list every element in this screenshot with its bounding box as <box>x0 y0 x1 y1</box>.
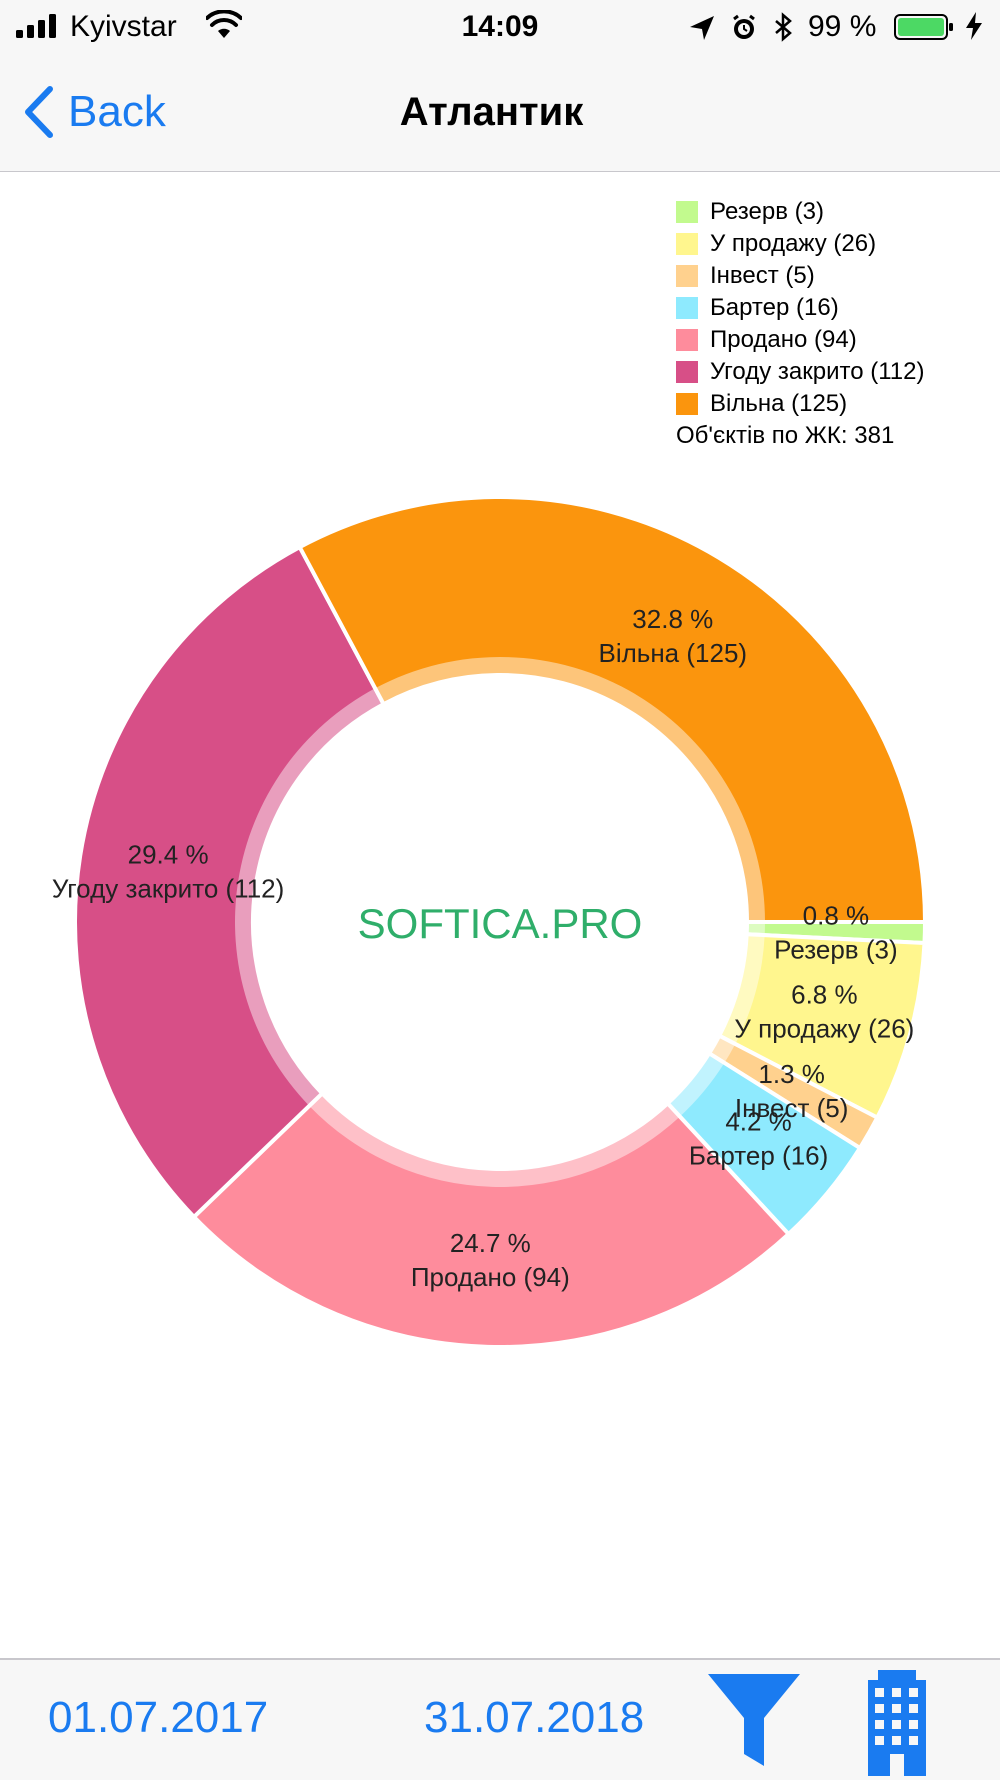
legend-swatch <box>676 201 698 223</box>
legend-swatch <box>676 297 698 319</box>
charging-icon <box>966 12 982 40</box>
legend-swatch <box>676 265 698 287</box>
slice-percent-label: 1.3 % <box>758 1059 825 1089</box>
legend-swatch <box>676 393 698 415</box>
legend-label: Резерв (3) <box>710 198 824 225</box>
date-to-button[interactable]: 31.07.2018 <box>424 1693 645 1742</box>
pie-slice-inner-ring <box>717 934 765 1044</box>
legend-item: Резерв (3) <box>676 196 924 228</box>
pie-slice[interactable] <box>297 495 928 924</box>
back-label: Back <box>68 87 166 136</box>
bluetooth-icon <box>775 12 792 42</box>
carrier-name: Kyivstar <box>70 10 177 43</box>
bottom-toolbar: 01.07.2017 31.07.2018 <box>0 1658 1000 1780</box>
battery-icon <box>894 14 953 40</box>
wifi-icon <box>206 10 242 38</box>
status-bar: Kyivstar 14:09 99 % <box>0 0 1000 54</box>
slice-name-label: Продано (94) <box>411 1262 570 1292</box>
signal-icon <box>16 14 56 38</box>
legend-item: Продано (94) <box>676 324 924 356</box>
date-from-button[interactable]: 01.07.2017 <box>48 1693 269 1742</box>
legend-item: Угоду закрито (112) <box>676 356 924 388</box>
slice-percent-label: 0.8 % <box>803 900 870 930</box>
slice-percent-label: 29.4 % <box>128 840 209 870</box>
watermark-label: SOFTICA.PRO <box>358 900 643 947</box>
chart-legend: Резерв (3) У продажу (26) Інвест (5) Бар… <box>676 196 924 452</box>
legend-label: Інвест (5) <box>710 262 815 289</box>
alarm-icon <box>733 14 755 39</box>
slice-name-label: Угоду закрито (112) <box>52 874 284 904</box>
slice-percent-label: 24.7 % <box>450 1228 531 1258</box>
pie-slice-inner-ring <box>666 1052 725 1117</box>
chart-area: SOFTICA.PRO 0.8 % Резерв (3) 6.8 % У продажу… <box>0 172 1000 1658</box>
legend-item: Бартер (16) <box>676 292 924 324</box>
legend-label: Продано (94) <box>710 326 857 353</box>
slice-percent-label: 6.8 % <box>791 980 858 1010</box>
pie-slice-inner-ring <box>744 922 765 936</box>
legend-swatch <box>676 233 698 255</box>
legend-label: Вільна (125) <box>710 390 848 417</box>
battery-percent: 99 % <box>808 10 877 43</box>
legend-label: Угоду закрито (112) <box>710 358 925 385</box>
legend-swatch <box>676 361 698 383</box>
chevron-left-icon <box>25 86 53 138</box>
legend-swatch <box>676 329 698 351</box>
pie-slice[interactable] <box>73 544 387 1220</box>
slice-percent-label: 32.8 % <box>632 604 713 634</box>
legend-total: Об'єктів по ЖК: 381 <box>676 422 895 449</box>
slice-name-label: Інвест (5) <box>735 1093 848 1123</box>
slice-name-label: У продажу (26) <box>734 1014 914 1044</box>
slice-percent-label: 4.2 % <box>725 1107 792 1137</box>
building-icon[interactable] <box>862 1668 932 1776</box>
location-arrow-icon <box>690 16 714 40</box>
pie-slice-inner-ring <box>309 1091 680 1187</box>
pie-slice-inner-ring <box>375 657 765 922</box>
legend-item: Вільна (125) <box>676 388 924 420</box>
legend-item: У продажу (26) <box>676 228 924 260</box>
filter-icon[interactable] <box>706 1670 802 1770</box>
legend-label: Бартер (16) <box>710 294 839 321</box>
slice-name-label: Резерв (3) <box>774 934 897 964</box>
slice-name-label: Бартер (16) <box>689 1141 828 1171</box>
legend-item: Інвест (5) <box>676 260 924 292</box>
slice-name-label: Вільна (125) <box>598 638 747 668</box>
pie-slice[interactable] <box>191 1090 792 1349</box>
navigation-bar: Back Атлантик <box>0 54 1000 173</box>
legend-label: У продажу (26) <box>710 230 877 257</box>
back-button[interactable]: Back <box>20 84 166 140</box>
clock-time: 14:09 <box>461 10 539 43</box>
pie-slice-inner-ring <box>234 688 385 1106</box>
page-title: Атлантик <box>399 90 584 134</box>
donut-chart: SOFTICA.PRO 0.8 % Резерв (3) 6.8 % У продажу… <box>52 495 928 1349</box>
